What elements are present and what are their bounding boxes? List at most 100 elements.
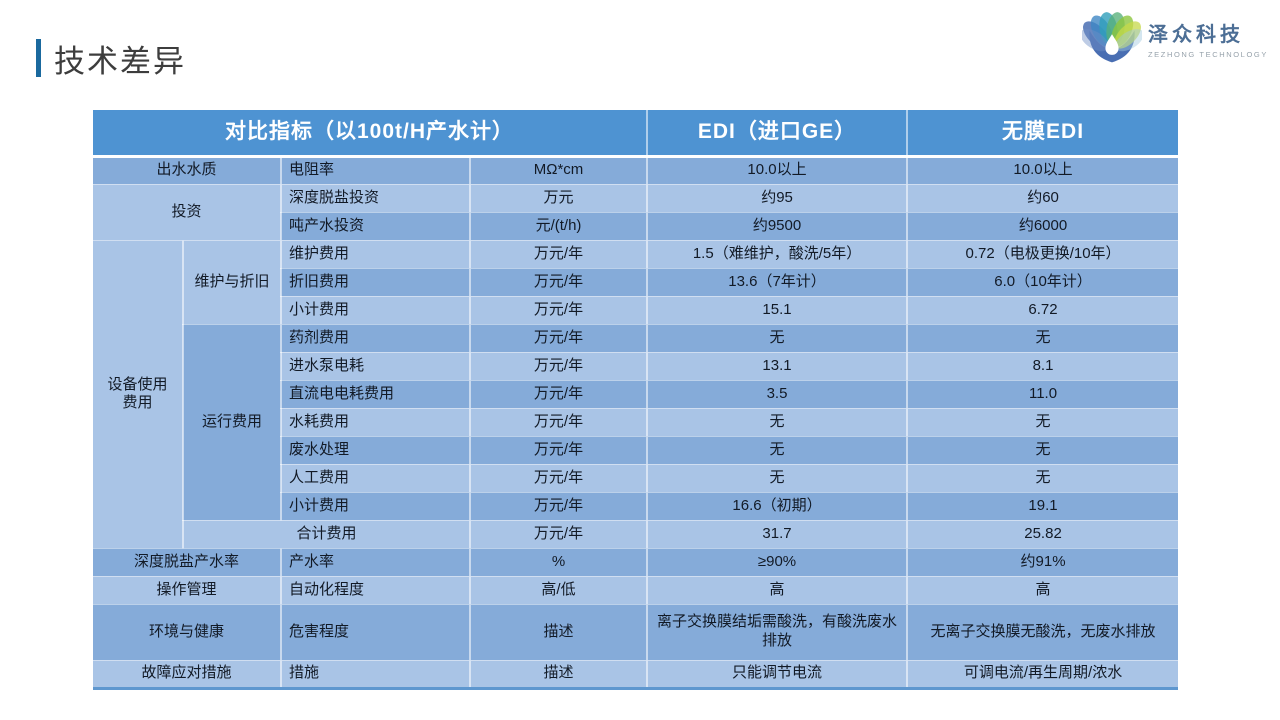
cell-item: 小计费用 <box>281 296 471 325</box>
table-row: 运行费用 药剂费用 万元/年 无 无 <box>93 324 1179 521</box>
cell-edi-value: 13.6（7年计） <box>647 268 909 297</box>
cell-item: 深度脱盐投资 <box>281 184 471 213</box>
cell-unit: MΩ*cm <box>470 156 649 185</box>
table-row: 小计费用 万元/年 16.6（初期） 19.1 <box>93 492 1179 521</box>
cell-group-fault-response: 故障应对措施 <box>93 660 282 689</box>
cell-unit: 万元/年 <box>470 324 649 353</box>
cell-edi-value: 10.0以上 <box>647 156 909 185</box>
cell-item: 小计费用 <box>281 492 471 521</box>
cell-nm-value: 11.0 <box>907 380 1179 409</box>
cell-unit: 万元/年 <box>470 408 649 437</box>
cell-nm-value: 无 <box>907 464 1179 493</box>
table-row: 设备使用费用 维护与折旧 维护费用 万元/年 1.5（难维护，酸洗/5年） 0.… <box>93 240 1179 549</box>
table-row: 故障应对措施 措施 描述 只能调节电流 可调电流/再生周期/浓水 <box>93 660 1179 689</box>
cell-nm-value: 约60 <box>907 184 1179 213</box>
comparison-table: 对比指标（以100t/H产水计） EDI（进口GE） 无膜EDI 出水水质 电阻… <box>93 110 1179 690</box>
table-row: 投资 深度脱盐投资 万元 约95 约60 <box>93 184 1179 241</box>
cell-unit: % <box>470 548 649 577</box>
cell-item: 危害程度 <box>281 604 471 661</box>
table-row: 人工费用 万元/年 无 无 <box>93 464 1179 493</box>
table-row: 废水处理 万元/年 无 无 <box>93 436 1179 465</box>
cell-item: 产水率 <box>281 548 471 577</box>
cell-group-operation-management: 操作管理 <box>93 576 282 605</box>
cell-nm-value: 可调电流/再生周期/浓水 <box>907 660 1179 689</box>
cell-unit: 高/低 <box>470 576 649 605</box>
cell-group-maintenance-depreciation: 维护与折旧 <box>183 240 282 325</box>
cell-unit: 万元/年 <box>470 492 649 521</box>
title-accent-bar <box>36 39 41 77</box>
cell-nm-value: 6.0（10年计） <box>907 268 1179 297</box>
cell-item: 吨产水投资 <box>281 212 471 241</box>
cell-edi-value: 高 <box>647 576 909 605</box>
table-row: 折旧费用 万元/年 13.6（7年计） 6.0（10年计） <box>93 268 1179 297</box>
cell-group-operating-cost: 运行费用 <box>183 324 282 521</box>
table-row: 深度脱盐产水率 产水率 % ≥90% 约91% <box>93 548 1179 577</box>
table-row: 水耗费用 万元/年 无 无 <box>93 408 1179 437</box>
logo-name-cn: 泽众科技 <box>1148 23 1244 46</box>
table-row: 出水水质 电阻率 MΩ*cm 10.0以上 10.0以上 <box>93 156 1179 185</box>
cell-nm-value: 无 <box>907 436 1179 465</box>
cell-edi-value: 只能调节电流 <box>647 660 909 689</box>
cell-item: 维护费用 <box>281 240 471 269</box>
cell-edi-value: 无 <box>647 324 909 353</box>
cell-group-environment-health: 环境与健康 <box>93 604 282 661</box>
cell-item: 人工费用 <box>281 464 471 493</box>
company-logo: 泽众科技 ZEZHONG TECHNOLOGY <box>1082 8 1268 68</box>
cell-nm-value: 无 <box>907 324 1179 353</box>
page-title: 技术差异 <box>54 44 186 79</box>
cell-item: 进水泵电耗 <box>281 352 471 381</box>
cell-group-equipment-cost: 设备使用费用 <box>93 240 184 549</box>
cell-group-total-cost: 合计费用 <box>183 520 471 549</box>
lotus-droplet-icon <box>1082 12 1142 63</box>
cell-unit: 万元/年 <box>470 352 649 381</box>
table-row: 合计费用 万元/年 31.7 25.82 <box>93 520 1179 549</box>
logo-text: 泽众科技 ZEZHONG TECHNOLOGY <box>1148 18 1268 59</box>
cell-edi-value: 31.7 <box>647 520 909 549</box>
cell-edi-value: 离子交换膜结垢需酸洗，有酸洗废水排放 <box>647 604 909 661</box>
table-row: 小计费用 万元/年 15.1 6.72 <box>93 296 1179 325</box>
header-indicator: 对比指标（以100t/H产水计） <box>93 110 649 158</box>
table-header-row: 对比指标（以100t/H产水计） EDI（进口GE） 无膜EDI <box>93 110 1179 158</box>
cell-unit: 万元/年 <box>470 296 649 325</box>
cell-nm-value: 约91% <box>907 548 1179 577</box>
cell-edi-value: 无 <box>647 408 909 437</box>
cell-item: 药剂费用 <box>281 324 471 353</box>
cell-unit: 万元/年 <box>470 380 649 409</box>
cell-nm-value: 25.82 <box>907 520 1179 549</box>
header-no-membrane: 无膜EDI <box>907 110 1179 158</box>
cell-group-recovery-rate: 深度脱盐产水率 <box>93 548 282 577</box>
cell-item: 折旧费用 <box>281 268 471 297</box>
cell-edi-value: 约95 <box>647 184 909 213</box>
cell-nm-value: 8.1 <box>907 352 1179 381</box>
cell-edi-value: 无 <box>647 464 909 493</box>
cell-item: 措施 <box>281 660 471 689</box>
cell-nm-value: 0.72（电极更换/10年） <box>907 240 1179 269</box>
cell-edi-value: 无 <box>647 436 909 465</box>
table-row: 环境与健康 危害程度 描述 离子交换膜结垢需酸洗，有酸洗废水排放 无离子交换膜无… <box>93 604 1179 661</box>
cell-item: 电阻率 <box>281 156 471 185</box>
table-row: 直流电电耗费用 万元/年 3.5 11.0 <box>93 380 1179 409</box>
cell-nm-value: 约6000 <box>907 212 1179 241</box>
cell-group-water-quality: 出水水质 <box>93 156 282 185</box>
cell-unit: 描述 <box>470 604 649 661</box>
cell-item: 直流电电耗费用 <box>281 380 471 409</box>
cell-edi-value: ≥90% <box>647 548 909 577</box>
cell-nm-value: 高 <box>907 576 1179 605</box>
cell-edi-value: 16.6（初期） <box>647 492 909 521</box>
table-row: 操作管理 自动化程度 高/低 高 高 <box>93 576 1179 605</box>
cell-unit: 万元/年 <box>470 464 649 493</box>
table-row: 进水泵电耗 万元/年 13.1 8.1 <box>93 352 1179 381</box>
cell-item: 水耗费用 <box>281 408 471 437</box>
cell-unit: 描述 <box>470 660 649 689</box>
header-edi: EDI（进口GE） <box>647 110 909 158</box>
cell-nm-value: 10.0以上 <box>907 156 1179 185</box>
cell-edi-value: 13.1 <box>647 352 909 381</box>
cell-unit: 万元/年 <box>470 240 649 269</box>
table-row: 吨产水投资 元/(t/h) 约9500 约6000 <box>93 212 1179 241</box>
cell-nm-value: 无 <box>907 408 1179 437</box>
cell-edi-value: 3.5 <box>647 380 909 409</box>
cell-group-investment: 投资 <box>93 184 282 241</box>
cell-item: 自动化程度 <box>281 576 471 605</box>
cell-nm-value: 19.1 <box>907 492 1179 521</box>
